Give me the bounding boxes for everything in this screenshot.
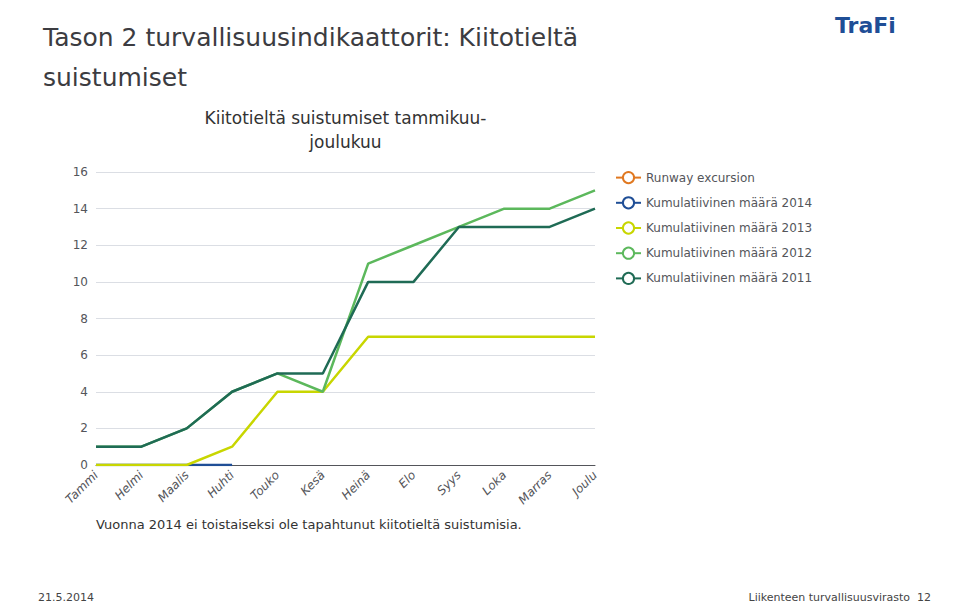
svg-text:suistumiset: suistumiset — [43, 63, 187, 92]
svg-text:Huhti: Huhti — [204, 468, 237, 501]
svg-text:14: 14 — [73, 202, 88, 216]
svg-text:Loka: Loka — [479, 468, 509, 498]
svg-text:12: 12 — [73, 238, 88, 252]
svg-text:TraFi: TraFi — [835, 13, 896, 38]
svg-text:21.5.2014: 21.5.2014 — [38, 591, 94, 604]
svg-text:Maalis: Maalis — [155, 468, 192, 505]
svg-text:10: 10 — [73, 275, 88, 289]
svg-text:Helmi: Helmi — [112, 468, 147, 503]
svg-text:Tammi: Tammi — [63, 468, 102, 507]
svg-text:Tason 2 turvallisuusindikaatto: Tason 2 turvallisuusindikaattorit: Kiito… — [42, 23, 578, 52]
svg-text:Liikenteen turvallisuusvirasto: Liikenteen turvallisuusvirasto 12 — [749, 591, 932, 604]
svg-text:Touko: Touko — [248, 468, 283, 503]
svg-text:16: 16 — [73, 165, 88, 179]
svg-text:Joulu: Joulu — [568, 468, 600, 500]
svg-text:Elo: Elo — [396, 468, 419, 491]
svg-text:4: 4 — [80, 385, 88, 399]
svg-text:6: 6 — [80, 348, 88, 362]
svg-text:Kiitotieltä suistumiset tammik: Kiitotieltä suistumiset tammikuu- — [205, 108, 487, 128]
svg-text:Kesä: Kesä — [298, 468, 328, 498]
svg-text:Kumulatiivinen määrä 2014: Kumulatiivinen määrä 2014 — [646, 196, 812, 210]
svg-text:Kumulatiivinen määrä 2012: Kumulatiivinen määrä 2012 — [646, 246, 812, 260]
svg-text:Syys: Syys — [434, 468, 464, 498]
svg-text:Kumulatiivinen määrä 2013: Kumulatiivinen määrä 2013 — [646, 221, 812, 235]
svg-text:0: 0 — [80, 458, 88, 472]
svg-text:Marras: Marras — [516, 468, 555, 507]
svg-text:Runway excursion: Runway excursion — [646, 171, 755, 185]
svg-text:Vuonna 2014 ei toistaiseksi ol: Vuonna 2014 ei toistaiseksi ole tapahtun… — [96, 517, 522, 532]
svg-text:8: 8 — [80, 312, 88, 326]
svg-text:Kumulatiivinen määrä 2011: Kumulatiivinen määrä 2011 — [646, 271, 812, 285]
svg-text:Heinä: Heinä — [339, 468, 373, 502]
svg-text:2: 2 — [80, 421, 88, 435]
svg-text:joulukuu: joulukuu — [308, 132, 381, 152]
